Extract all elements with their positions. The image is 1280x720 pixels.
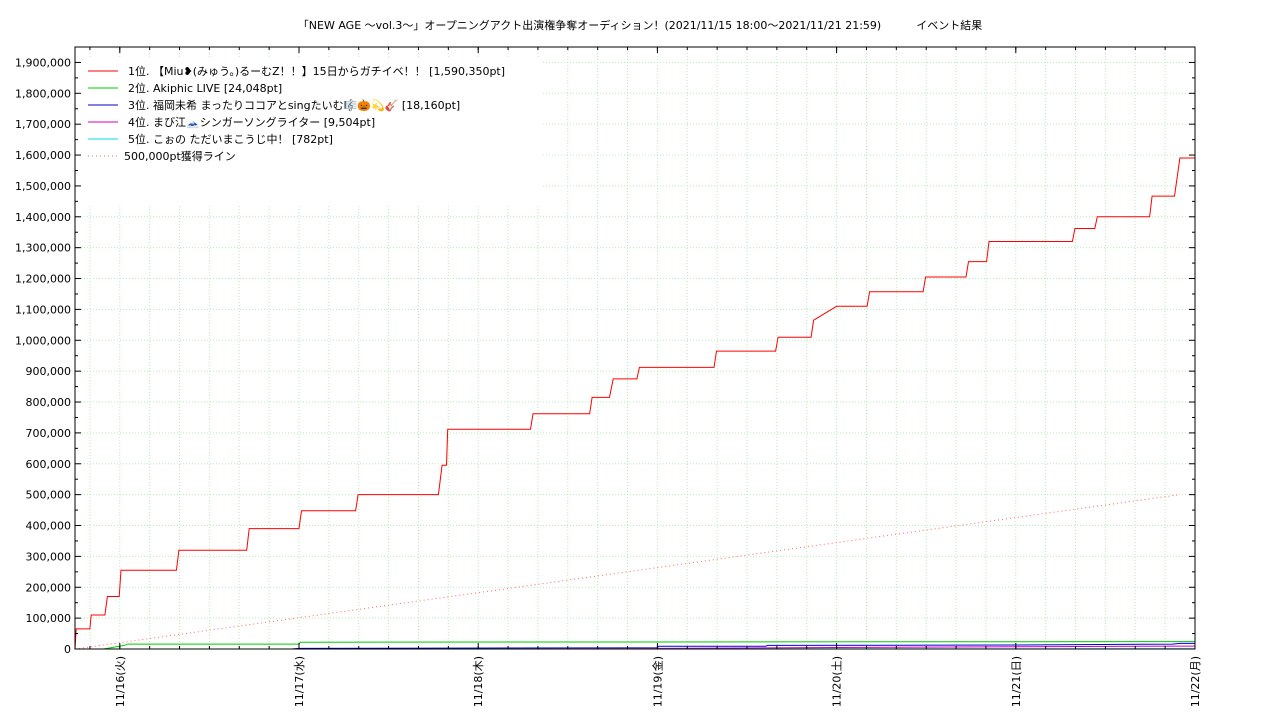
y-tick-label: 400,000 — [26, 520, 72, 533]
x-tick-label: 11/22(月) — [1189, 656, 1202, 707]
y-tick-label: 1,600,000 — [15, 149, 71, 162]
y-tick-label: 1,300,000 — [15, 242, 71, 255]
y-tick-label: 200,000 — [26, 581, 72, 594]
y-tick-label: 600,000 — [26, 458, 72, 471]
legend-label: 5位. こぉの ただいまこうじ中！ [782pt] — [128, 132, 333, 146]
series-layer — [74, 157, 1195, 650]
legend-label: 3位. 福岡未希 まったりココアとsingたいむ🎼🎃💫🎸 [18,160pt] — [128, 98, 460, 113]
legend-label: 500,000pt獲得ライン — [124, 150, 236, 163]
series-line-2 — [75, 641, 1195, 650]
y-tick-label: 1,900,000 — [15, 56, 71, 69]
x-tick-label: 11/18(木) — [472, 656, 485, 707]
y-tick-label: 300,000 — [26, 550, 72, 563]
y-tick-label: 700,000 — [26, 427, 72, 440]
y-tick-label: 100,000 — [26, 612, 72, 625]
grid — [75, 47, 1195, 649]
y-tick-label: 900,000 — [26, 365, 72, 378]
y-tick-label: 1,700,000 — [15, 118, 71, 131]
y-tick-label: 1,100,000 — [15, 303, 71, 316]
y-tick-label: 1,000,000 — [15, 334, 71, 347]
legend: 1位. 【Miu❥(みゅう。)るーむZ！！】15日からガチイベ！！ [1,590… — [88, 64, 505, 163]
chart-title: 「NEW AGE 〜vol.3〜」オープニングアクト出演権争奪オーディション！(… — [0, 17, 1280, 33]
series-line-6 — [74, 494, 1180, 650]
chart-title-main: 「NEW AGE 〜vol.3〜」オープニングアクト出演権争奪オーディション！(… — [297, 19, 882, 32]
series-line-1 — [74, 157, 1195, 650]
legend-label: 2位. Akiphic LIVE [24,048pt] — [128, 81, 282, 95]
y-tick-label: 500,000 — [26, 489, 72, 502]
legend-background — [78, 58, 543, 206]
legend-label: 1位. 【Miu❥(みゅう。)るーむZ！！】15日からガチイベ！！ [1,590… — [128, 64, 505, 78]
y-tick-label: 1,500,000 — [15, 180, 71, 193]
y-tick-label: 1,400,000 — [15, 211, 71, 224]
legend-label: 4位. まび江🗻シンガーソングライター [9,504pt] — [128, 115, 375, 129]
x-tick-label: 11/20(土) — [831, 656, 844, 707]
y-tick-label: 0 — [64, 643, 71, 656]
y-tick-label: 1,800,000 — [15, 87, 71, 100]
x-tick-label: 11/16(火) — [114, 656, 127, 707]
x-tick-label: 11/17(水) — [293, 656, 306, 707]
plot-frame — [74, 46, 1196, 650]
x-tick-label: 11/19(金) — [650, 656, 664, 707]
axes: 0 100,000 200,000 300,000 400,000 500,000 600,… — [15, 47, 1202, 707]
x-tick-label: 11/21(日) — [1010, 656, 1023, 707]
y-tick-label: 1,200,000 — [15, 273, 71, 286]
chart-subtitle: イベント結果 — [916, 19, 983, 32]
y-tick-label: 800,000 — [26, 396, 72, 409]
